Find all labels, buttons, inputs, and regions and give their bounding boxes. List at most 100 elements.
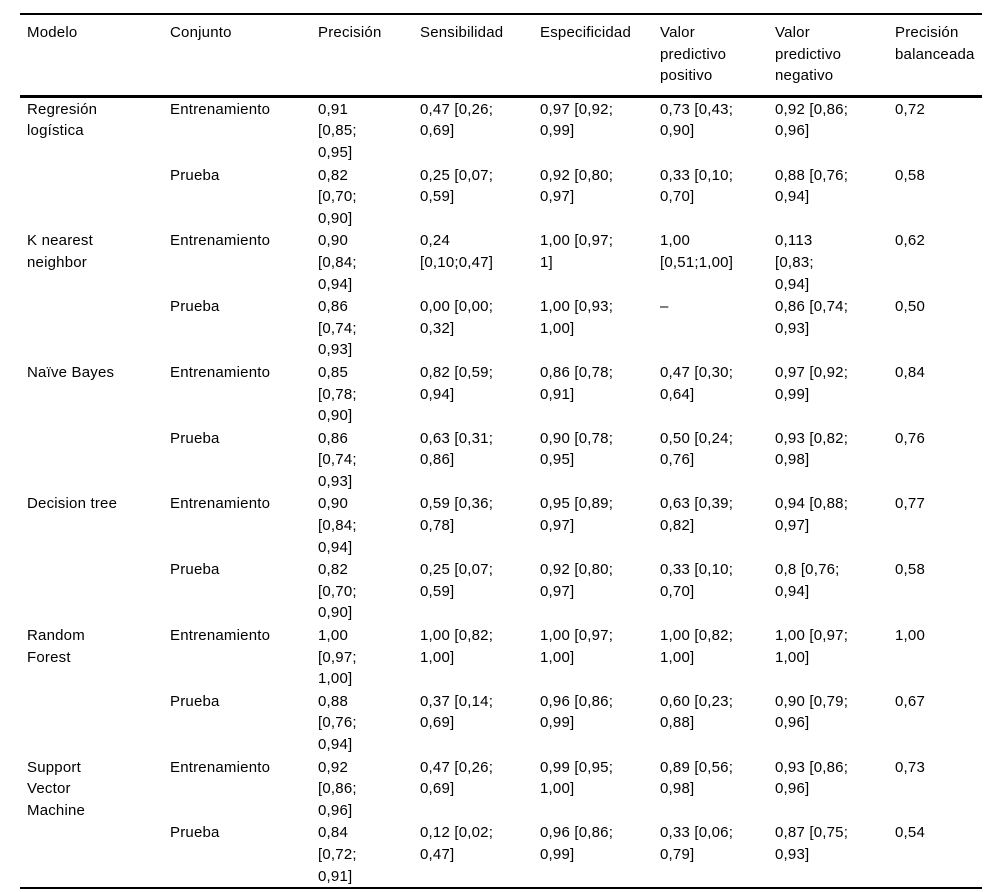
cell-precision: 0,82 [0,70; 0,90] [318, 561, 357, 622]
cell-precision: 0,86 [0,74; 0,93] [318, 429, 357, 490]
cell-precision: 0,86 [0,74; 0,93] [318, 298, 357, 359]
cell-modelo: Regresión logística [27, 100, 98, 140]
header-cell-conjunto: Conjunto [163, 14, 311, 98]
cell-conjunto: Entrenamiento [170, 495, 271, 513]
cell-sensibilidad: 0,00 [0,00; 0,32] [420, 298, 494, 337]
cell-precision: 0,88 [0,76; 0,94] [318, 692, 357, 753]
cell-precision: 0,91 [0,85; 0,95] [318, 100, 357, 161]
cell-vpp: 0,47 [0,30; 0,64] [660, 363, 734, 403]
cell-especificidad: 0,96 [0,86; 0,99] [540, 824, 614, 863]
cell-conjunto: Prueba [170, 561, 220, 579]
table-row: K nearest neighbor Entrenamiento 0,90 [0… [20, 229, 982, 295]
header-cell-vpp: Valor predictivo positivo [653, 14, 768, 98]
cell-precision: 0,84 [0,72; 0,91] [318, 824, 357, 885]
cell-vpp: 0,33 [0,06; 0,79] [660, 824, 734, 863]
cell-modelo [20, 558, 163, 624]
table-row: Naïve Bayes Entrenamiento 0,85 [0,78; 0,… [20, 361, 982, 427]
cell-sensibilidad: 0,63 [0,31; 0,86] [420, 429, 494, 469]
cell-vpp: 1,00 [0,51;1,00] [660, 232, 734, 271]
cell-especificidad: 0,99 [0,95; 1,00] [540, 758, 614, 798]
cell-modelo [20, 295, 163, 361]
cell-precision: 0,90 [0,84; 0,94] [318, 495, 357, 556]
cell-especificidad: 0,90 [0,78; 0,95] [540, 429, 614, 469]
cell-sensibilidad: 0,24 [0,10;0,47] [420, 232, 494, 271]
cell-especificidad: 0,86 [0,78; 0,91] [540, 363, 614, 403]
cell-vpn: 0,93 [0,82; 0,98] [775, 429, 849, 469]
header-row: Modelo Conjunto Precisión Sensibilidad E… [20, 14, 982, 98]
metrics-table: Modelo Conjunto Precisión Sensibilidad E… [20, 13, 982, 890]
cell-pb: 0,58 [895, 166, 925, 184]
cell-vpp: 1,00 [0,82; 1,00] [660, 627, 734, 666]
cell-pb: 0,84 [895, 363, 925, 381]
cell-vpp: 0,33 [0,10; 0,70] [660, 166, 734, 206]
cell-especificidad: 0,92 [0,80; 0,97] [540, 561, 614, 600]
cell-conjunto: Prueba [170, 298, 220, 316]
cell-modelo: Naïve Bayes [27, 363, 115, 381]
table-row: Prueba 0,86 [0,74; 0,93] 0,63 [0,31; 0,8… [20, 427, 982, 493]
table-row: Decision tree Entrenamiento 0,90 [0,84; … [20, 492, 982, 558]
header-cell-precision: Precisión [311, 14, 413, 98]
table-row: Prueba 0,84 [0,72; 0,91] 0,12 [0,02; 0,4… [20, 821, 982, 888]
cell-sensibilidad: 1,00 [0,82; 1,00] [420, 627, 494, 666]
cell-vpn: 0,97 [0,92; 0,99] [775, 363, 849, 403]
cell-modelo: Random Forest [27, 627, 85, 666]
cell-pb: 0,77 [895, 495, 925, 513]
cell-pb: 0,62 [895, 232, 925, 250]
header-cell-sensibilidad: Sensibilidad [413, 14, 533, 98]
table-body: Regresión logística Entrenamiento 0,91 [… [20, 96, 982, 888]
cell-conjunto: Prueba [170, 824, 220, 842]
cell-especificidad: 0,92 [0,80; 0,97] [540, 166, 614, 206]
cell-vpp: 0,50 [0,24; 0,76] [660, 429, 734, 469]
header-cell-pb: Precisión balanceada [888, 14, 982, 98]
cell-sensibilidad: 0,12 [0,02; 0,47] [420, 824, 494, 863]
cell-pb: 0,67 [895, 692, 925, 710]
cell-conjunto: Entrenamiento [170, 363, 271, 381]
cell-especificidad: 1,00 [0,93; 1,00] [540, 298, 614, 337]
cell-conjunto: Entrenamiento [170, 758, 271, 776]
header-cell-modelo: Modelo [20, 14, 163, 98]
cell-sensibilidad: 0,47 [0,26; 0,69] [420, 100, 494, 140]
cell-precision: 0,90 [0,84; 0,94] [318, 232, 357, 293]
cell-conjunto: Prueba [170, 166, 220, 184]
cell-sensibilidad: 0,82 [0,59; 0,94] [420, 363, 494, 403]
cell-vpn: 0,87 [0,75; 0,93] [775, 824, 849, 863]
cell-especificidad: 1,00 [0,97; 1] [540, 232, 614, 271]
cell-vpp: 0,89 [0,56; 0,98] [660, 758, 734, 798]
cell-vpn: 0,93 [0,86; 0,96] [775, 758, 849, 798]
cell-modelo [20, 164, 163, 230]
cell-sensibilidad: 0,37 [0,14; 0,69] [420, 692, 494, 732]
cell-especificidad: 1,00 [0,97; 1,00] [540, 627, 614, 666]
cell-conjunto: Entrenamiento [170, 232, 271, 250]
table-row: Prueba 0,86 [0,74; 0,93] 0,00 [0,00; 0,3… [20, 295, 982, 361]
cell-precision: 0,85 [0,78; 0,90] [318, 363, 357, 425]
cell-vpp: – [660, 298, 669, 316]
cell-vpn: 0,90 [0,79; 0,96] [775, 692, 849, 732]
cell-precision: 0,92 [0,86; 0,96] [318, 758, 357, 819]
cell-vpp: 0,63 [0,39; 0,82] [660, 495, 734, 535]
cell-conjunto: Entrenamiento [170, 627, 271, 645]
table-row: Prueba 0,88 [0,76; 0,94] 0,37 [0,14; 0,6… [20, 690, 982, 756]
cell-sensibilidad: 0,25 [0,07; 0,59] [420, 166, 494, 206]
table-header: Modelo Conjunto Precisión Sensibilidad E… [20, 14, 982, 98]
cell-sensibilidad: 0,47 [0,26; 0,69] [420, 758, 494, 798]
cell-pb: 0,58 [895, 561, 925, 579]
cell-pb: 0,50 [895, 298, 925, 316]
cell-modelo: Decision tree [27, 495, 118, 513]
table-row: Prueba 0,82 [0,70; 0,90] 0,25 [0,07; 0,5… [20, 558, 982, 624]
cell-modelo: Support Vector Machine [27, 758, 86, 819]
cell-especificidad: 0,97 [0,92; 0,99] [540, 100, 614, 140]
cell-vpn: 0,92 [0,86; 0,96] [775, 100, 849, 140]
table-row: Support Vector Machine Entrenamiento 0,9… [20, 756, 982, 822]
cell-especificidad: 0,96 [0,86; 0,99] [540, 692, 614, 732]
cell-pb: 0,72 [895, 100, 925, 118]
cell-pb: 0,73 [895, 758, 925, 776]
cell-modelo [20, 821, 163, 888]
header-cell-especificidad: Especificidad [533, 14, 653, 98]
cell-modelo [20, 427, 163, 493]
cell-pb: 1,00 [895, 627, 925, 645]
cell-vpn: 0,86 [0,74; 0,93] [775, 298, 849, 337]
cell-sensibilidad: 0,59 [0,36; 0,78] [420, 495, 494, 535]
cell-vpn: 0,88 [0,76; 0,94] [775, 166, 849, 206]
table-row: Random Forest Entrenamiento 1,00 [0,97; … [20, 624, 982, 690]
table-row: Prueba 0,82 [0,70; 0,90] 0,25 [0,07; 0,5… [20, 164, 982, 230]
